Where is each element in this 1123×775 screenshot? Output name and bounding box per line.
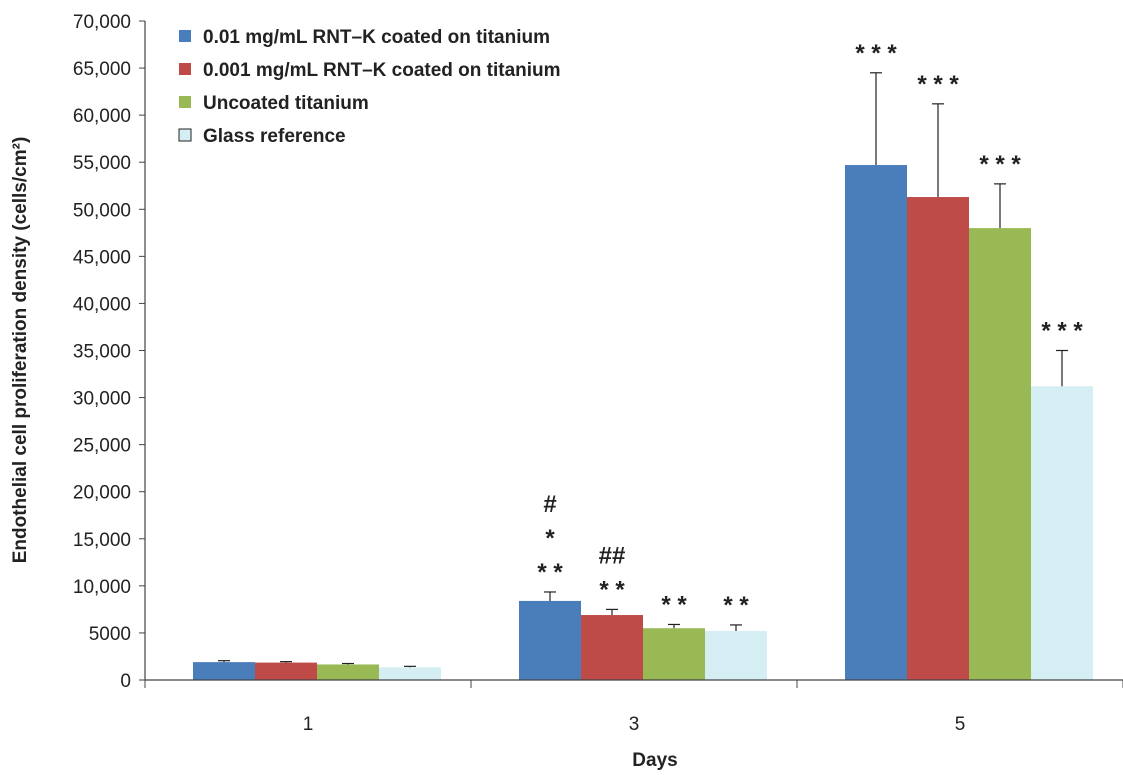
- bar: [379, 667, 441, 680]
- x-axis-title: Days: [632, 750, 677, 771]
- y-tick-label: 35,000: [73, 342, 131, 363]
- axes: [144, 21, 1123, 681]
- significance-marks: * * * # * * * * * ## * * * * * * * * * * * * *: [537, 40, 1083, 619]
- significance-label: #: [543, 491, 556, 518]
- bar: [907, 197, 969, 680]
- bar: [969, 228, 1031, 680]
- x-tick-label: 1: [303, 714, 314, 735]
- y-tick-label: 65,000: [73, 59, 131, 80]
- bars: [193, 165, 1093, 680]
- bar: [193, 662, 255, 680]
- bar: [519, 600, 581, 680]
- bar: [845, 165, 907, 680]
- error-bars: [218, 72, 1068, 668]
- x-axis-ticks: 1 3 5: [144, 680, 1123, 735]
- significance-label: * *: [599, 576, 625, 603]
- significance-label: * * *: [855, 40, 897, 67]
- significance-label: *: [545, 525, 555, 552]
- y-axis-title: Endothelial cell proliferation density (…: [10, 137, 31, 564]
- bar: [705, 631, 767, 680]
- y-tick-label: 55,000: [73, 153, 131, 174]
- x-tick-label: 3: [629, 714, 640, 735]
- y-tick-label: 0: [120, 671, 131, 692]
- significance-label: ##: [599, 542, 626, 569]
- significance-label: * *: [723, 592, 749, 619]
- significance-label: * *: [537, 559, 563, 586]
- significance-label: * * *: [1041, 318, 1083, 345]
- y-axis-ticks: 0 5000 10,000 15,000 20,000 25,000 30,000 35,00…: [73, 12, 145, 692]
- legend-label: 0.001 mg/mL RNT–K coated on titanium: [203, 60, 561, 81]
- y-tick-label: 25,000: [73, 436, 131, 457]
- legend-swatch: [179, 63, 191, 75]
- legend-label: Uncoated titanium: [203, 93, 369, 114]
- y-tick-label: 45,000: [73, 247, 131, 268]
- legend-swatch: [178, 128, 192, 142]
- significance-label: * * *: [917, 71, 959, 98]
- y-tick-label: 30,000: [73, 389, 131, 410]
- y-tick-label: 50,000: [73, 200, 131, 221]
- significance-label: * * *: [979, 151, 1021, 178]
- y-tick-label: 5000: [89, 624, 131, 645]
- y-tick-label: 40,000: [73, 294, 131, 315]
- legend-label: Glass reference: [203, 126, 346, 147]
- legend: 0.01 mg/mL RNT–K coated on titanium 0.001…: [178, 27, 561, 147]
- y-tick-label: 70,000: [73, 12, 131, 33]
- legend-label: 0.01 mg/mL RNT–K coated on titanium: [203, 27, 550, 48]
- y-tick-label: 10,000: [73, 577, 131, 598]
- significance-label: * *: [661, 591, 687, 618]
- x-tick-label: 5: [955, 714, 966, 735]
- y-tick-label: 60,000: [73, 106, 131, 127]
- bar: [581, 615, 643, 680]
- bar: [643, 628, 705, 680]
- y-tick-label: 20,000: [73, 483, 131, 504]
- legend-swatch: [179, 96, 191, 108]
- bar: [317, 664, 379, 680]
- bar: [255, 662, 317, 680]
- y-tick-label: 15,000: [73, 530, 131, 551]
- legend-swatch: [179, 30, 191, 42]
- bar: [1031, 386, 1093, 680]
